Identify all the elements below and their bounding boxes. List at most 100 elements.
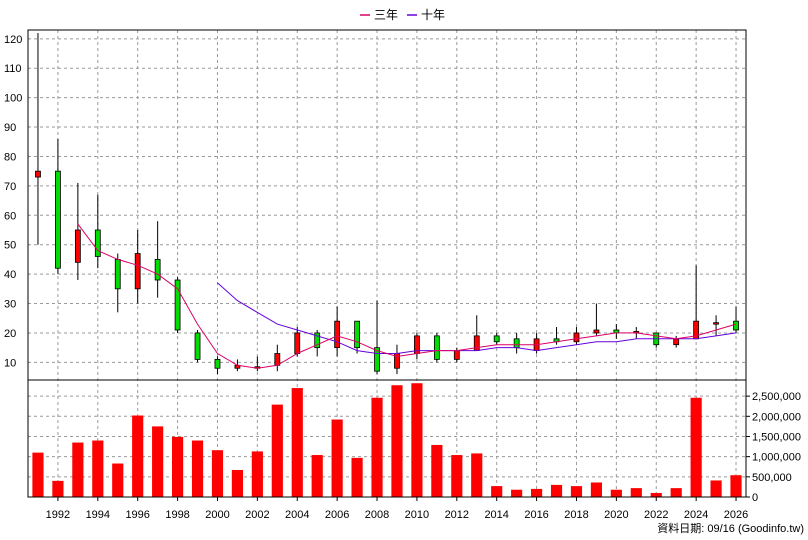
year-tick-label: 2024 xyxy=(684,509,708,521)
volume-bar xyxy=(471,453,482,497)
volume-bar xyxy=(431,445,442,497)
volume-bar xyxy=(312,455,323,497)
candle-body xyxy=(295,333,300,354)
price-tick-label: 110 xyxy=(4,63,22,75)
price-tick-label: 70 xyxy=(4,181,16,193)
price-tick-label: 50 xyxy=(4,240,16,252)
year-tick-label: 2022 xyxy=(644,509,668,521)
year-tick-label: 2002 xyxy=(245,509,269,521)
candle-body xyxy=(335,321,340,347)
year-tick-label: 2014 xyxy=(484,509,508,521)
candle-body xyxy=(275,354,280,366)
volume-bar xyxy=(232,470,243,497)
year-tick-label: 2016 xyxy=(524,509,548,521)
price-tick-label: 120 xyxy=(4,34,22,46)
year-tick-label: 2018 xyxy=(564,509,588,521)
candle-body xyxy=(734,321,739,330)
year-tick-label: 2004 xyxy=(285,509,309,521)
price-tick-label: 20 xyxy=(4,328,16,340)
price-tick-label: 30 xyxy=(4,299,16,311)
candle-body xyxy=(95,230,100,256)
volume-bar xyxy=(132,416,143,497)
year-tick-label: 2008 xyxy=(365,509,389,521)
year-tick-label: 2000 xyxy=(205,509,229,521)
volume-bar xyxy=(491,486,502,497)
year-tick-label: 1994 xyxy=(86,509,110,521)
candle-body xyxy=(434,336,439,360)
candle-body xyxy=(574,333,579,342)
volume-bar xyxy=(651,493,662,497)
candle-body xyxy=(514,339,519,348)
candle-body xyxy=(454,351,459,360)
price-tick-label: 90 xyxy=(4,122,16,134)
volume-bar xyxy=(112,464,123,497)
year-tick-label: 1996 xyxy=(125,509,149,521)
candles xyxy=(35,33,738,374)
volume-tick-label: 2,500,000 xyxy=(752,391,801,403)
volume-bar xyxy=(671,488,682,497)
year-tick-label: 2020 xyxy=(604,509,628,521)
legend-ma10-label: 十年 xyxy=(421,8,445,22)
candle-body xyxy=(35,171,40,177)
volume-bar xyxy=(551,485,562,497)
candle-body xyxy=(355,321,360,347)
year-tick-label: 1992 xyxy=(46,509,70,521)
volume-bar xyxy=(292,388,303,497)
candle-body xyxy=(474,336,479,351)
price-tick-label: 40 xyxy=(4,269,16,281)
year-tick-label: 1998 xyxy=(165,509,189,521)
volume-bar xyxy=(351,458,362,497)
volume-bar xyxy=(332,420,343,497)
candle-body xyxy=(115,259,120,288)
volume-bar xyxy=(391,385,402,497)
volume-tick-label: 500,000 xyxy=(752,472,792,484)
volume-tick-label: 1,500,000 xyxy=(752,431,801,443)
volume-bar xyxy=(52,481,63,497)
volume-bar xyxy=(571,486,582,497)
volume-bar xyxy=(631,488,642,497)
volume-bar xyxy=(411,383,422,497)
volume-bar xyxy=(172,437,183,497)
year-tick-label: 2010 xyxy=(405,509,429,521)
volume-tick-label: 2,000,000 xyxy=(752,411,801,423)
volume-bar xyxy=(531,489,542,497)
footer-date: 資料日期: 09/16 (Goodinfo.tw) xyxy=(657,521,804,535)
year-tick-label: 2006 xyxy=(325,509,349,521)
volume-bar xyxy=(72,443,83,497)
price-tick-label: 80 xyxy=(4,151,16,163)
candle-body xyxy=(594,330,599,333)
volume-bar xyxy=(192,441,203,497)
volume-bar xyxy=(212,450,223,497)
volume-bar xyxy=(710,480,721,497)
price-tick-label: 100 xyxy=(4,93,22,105)
candle-body xyxy=(714,323,719,325)
candle-body xyxy=(674,339,679,345)
price-tick-label: 60 xyxy=(4,210,16,222)
price-tick-label: 10 xyxy=(4,357,16,369)
year-tick-label: 2026 xyxy=(724,509,748,521)
volume-bar xyxy=(730,475,741,497)
volume-bars xyxy=(32,383,741,497)
legend-ma3-label: 三年 xyxy=(374,8,398,22)
volume-bar xyxy=(92,441,103,497)
year-tick-label: 2012 xyxy=(445,509,469,521)
volume-bar xyxy=(511,490,522,497)
candle-body xyxy=(55,171,60,268)
candle-body xyxy=(494,336,499,342)
volume-bar xyxy=(152,426,163,497)
volume-bar xyxy=(691,398,702,497)
volume-bar xyxy=(32,453,43,497)
volume-bar xyxy=(272,405,283,497)
legend: 三年 十年 xyxy=(360,8,445,22)
volume-bar xyxy=(252,451,263,497)
candle-body xyxy=(195,333,200,359)
volume-bar xyxy=(591,482,602,497)
candle-body xyxy=(215,359,220,368)
volume-tick-label: 0 xyxy=(752,492,758,504)
candle-body xyxy=(135,254,140,289)
candle-body xyxy=(155,259,160,280)
volume-bar xyxy=(371,398,382,497)
candle-body xyxy=(75,230,80,262)
volume-tick-label: 1,000,000 xyxy=(752,452,801,464)
